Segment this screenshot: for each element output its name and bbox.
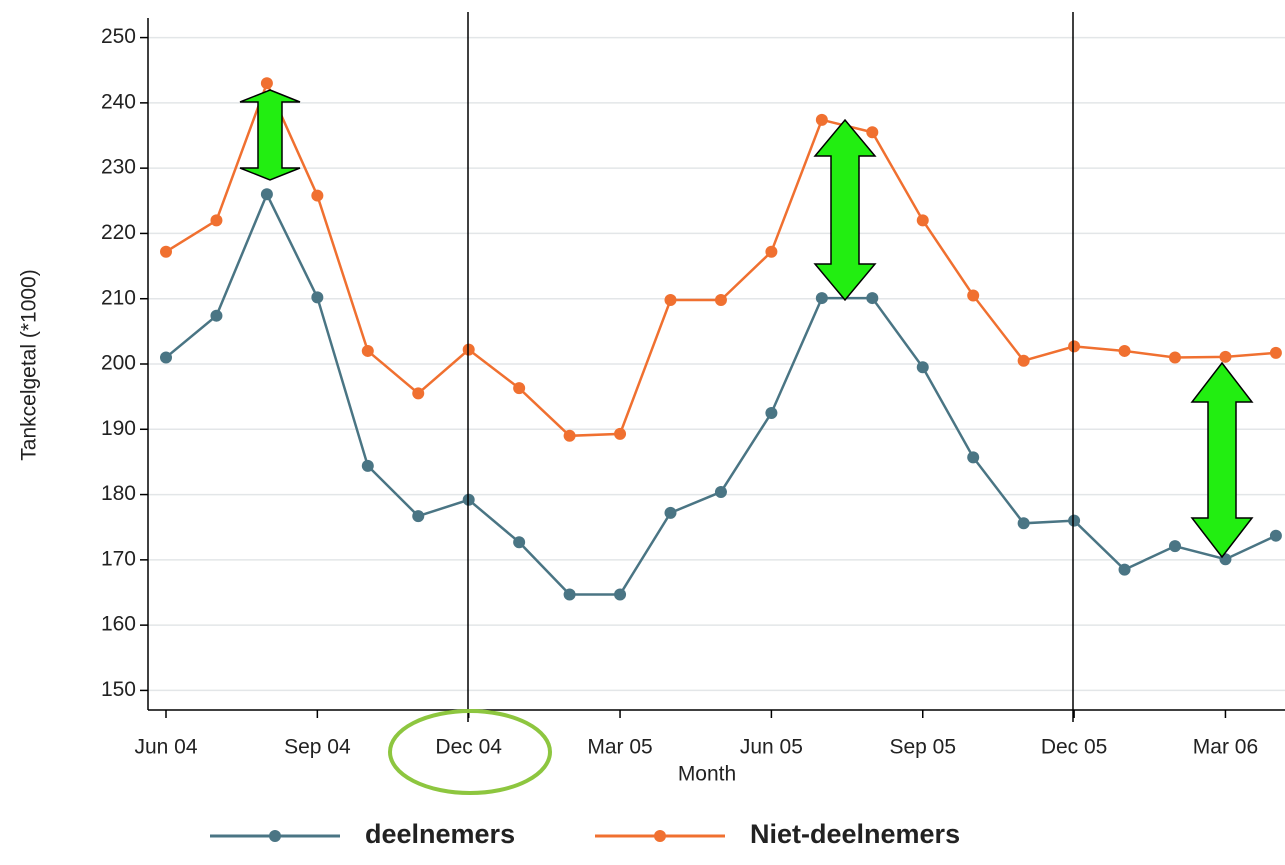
data-point bbox=[614, 427, 627, 440]
legend-label: Niet-deelnemers bbox=[750, 819, 960, 849]
arrows bbox=[239, 89, 1254, 559]
data-point bbox=[714, 294, 727, 307]
y-tick-label: 190 bbox=[101, 417, 136, 440]
data-point bbox=[1068, 514, 1081, 527]
data-point bbox=[1269, 346, 1282, 359]
x-axis-label: Month bbox=[678, 763, 736, 786]
y-tick-label: 160 bbox=[101, 613, 136, 636]
data-point bbox=[260, 77, 273, 90]
data-point bbox=[1017, 517, 1030, 530]
data-point bbox=[916, 214, 929, 227]
data-point bbox=[866, 292, 879, 305]
data-point bbox=[765, 245, 778, 258]
highlight-ellipse bbox=[388, 709, 552, 795]
data-point bbox=[563, 429, 576, 442]
x-tick-label: Jun 05 bbox=[740, 736, 803, 759]
data-point bbox=[916, 361, 929, 374]
data-point bbox=[765, 406, 778, 419]
data-point bbox=[664, 506, 677, 519]
data-point bbox=[361, 459, 374, 472]
plot-area: 150 160 170 180 190 200 210 220 230 240 250 Jun 04 S… bbox=[101, 18, 1285, 759]
y-tick-label: 180 bbox=[101, 482, 136, 505]
data-point bbox=[866, 126, 879, 139]
data-point bbox=[311, 291, 324, 304]
data-point bbox=[815, 292, 828, 305]
data-point bbox=[1219, 350, 1232, 363]
y-tick-label: 150 bbox=[101, 678, 136, 701]
x-tick-label: Dec 04 bbox=[435, 736, 502, 759]
data-point bbox=[1017, 354, 1030, 367]
x-tick-label: Dec 05 bbox=[1041, 736, 1108, 759]
legend: deelnemers Niet-deelnemers bbox=[210, 819, 960, 849]
data-point bbox=[1169, 351, 1181, 364]
y-tick-label: 210 bbox=[101, 286, 136, 309]
data-point bbox=[1068, 340, 1081, 353]
data-point bbox=[1118, 344, 1131, 357]
data-point bbox=[967, 289, 980, 302]
data-point bbox=[210, 214, 223, 227]
legend-label: deelnemers bbox=[365, 819, 515, 849]
y-tick-label: 200 bbox=[101, 352, 136, 375]
data-point bbox=[967, 451, 980, 464]
data-point bbox=[1169, 540, 1181, 553]
x-tick-label: Sep 05 bbox=[889, 736, 956, 759]
y-axis-label: Tankcelgetal (*1000) bbox=[18, 269, 41, 460]
x-tick-label: Sep 04 bbox=[284, 736, 351, 759]
data-point bbox=[614, 588, 627, 601]
legend-marker bbox=[654, 830, 666, 842]
y-tick-label: 250 bbox=[101, 25, 136, 48]
data-point bbox=[412, 387, 425, 400]
x-tick-label: Mar 05 bbox=[587, 736, 652, 759]
double-arrow bbox=[1190, 361, 1254, 559]
series-line bbox=[165, 191, 1277, 596]
x-tick-label: Mar 06 bbox=[1193, 736, 1258, 759]
data-point bbox=[361, 344, 374, 357]
double-arrow bbox=[813, 118, 877, 302]
data-point bbox=[563, 588, 576, 601]
y-tick-label: 240 bbox=[101, 90, 136, 113]
data-point bbox=[513, 536, 526, 549]
legend-marker bbox=[269, 830, 281, 842]
data-point bbox=[714, 485, 727, 498]
data-point bbox=[1269, 529, 1282, 542]
data-point bbox=[260, 188, 273, 201]
y-tick-label: 220 bbox=[101, 221, 136, 244]
data-point bbox=[412, 510, 425, 523]
data-point bbox=[160, 351, 172, 364]
series-line bbox=[165, 79, 1276, 438]
y-tick-label: 170 bbox=[101, 547, 136, 570]
y-tick-label: 230 bbox=[101, 156, 136, 179]
data-point bbox=[513, 382, 526, 395]
data-point bbox=[1118, 563, 1131, 576]
data-point bbox=[160, 245, 172, 258]
data-point bbox=[815, 113, 828, 126]
x-tick-label: Jun 04 bbox=[134, 736, 197, 759]
double-arrow bbox=[239, 89, 301, 181]
data-point bbox=[311, 189, 324, 202]
data-point bbox=[664, 294, 677, 307]
data-point bbox=[210, 309, 223, 322]
